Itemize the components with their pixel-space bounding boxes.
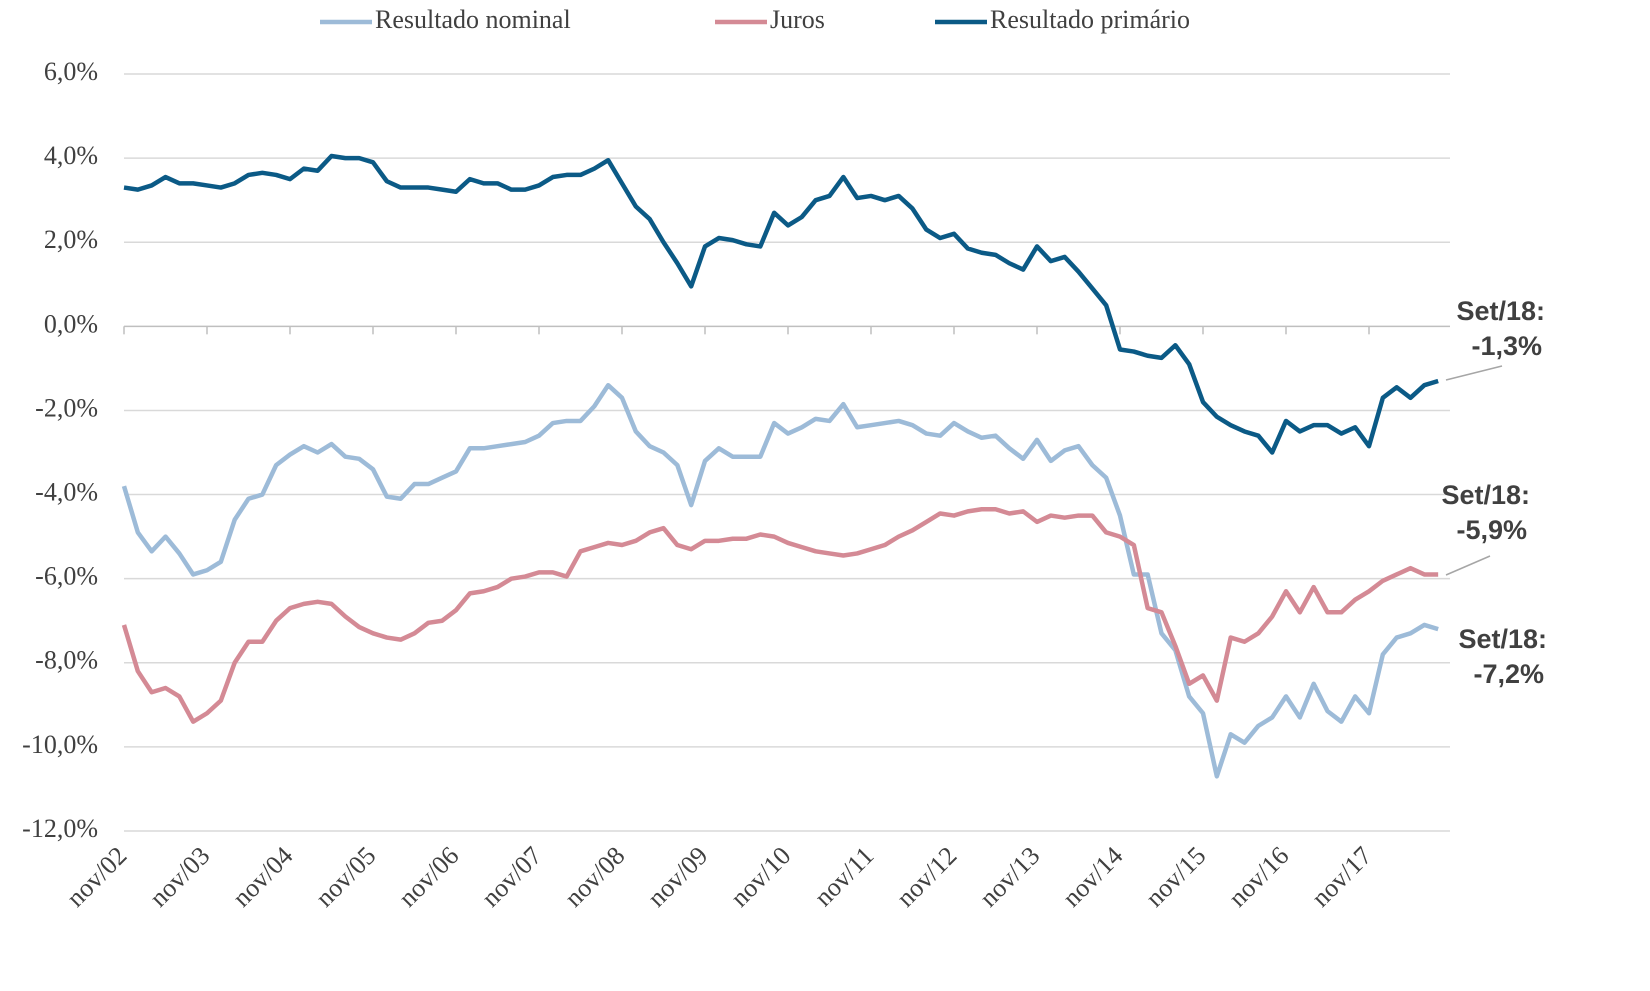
x-tick-label: nov/02 xyxy=(61,841,133,913)
annotation-value: -5,9% xyxy=(1456,515,1527,545)
annotation-value: -7,2% xyxy=(1473,659,1544,689)
annotation-label: Set/18: xyxy=(1458,624,1547,654)
annotation-label: Set/18: xyxy=(1456,296,1545,326)
x-tick-label: nov/15 xyxy=(1140,841,1212,913)
x-tick-label: nov/09 xyxy=(642,841,714,913)
legend-label: Resultado primário xyxy=(990,5,1190,34)
y-tick-label: 6,0% xyxy=(44,57,98,86)
x-tick-label: nov/03 xyxy=(144,841,216,913)
x-tick-label: nov/14 xyxy=(1057,841,1129,913)
x-tick-label: nov/05 xyxy=(310,841,382,913)
x-tick-label: nov/13 xyxy=(974,841,1046,913)
x-tick-label: nov/17 xyxy=(1306,841,1378,913)
x-tick-label: nov/06 xyxy=(393,841,465,913)
annotation-value: -1,3% xyxy=(1471,331,1542,361)
x-tick-label: nov/08 xyxy=(559,841,631,913)
x-tick-label: nov/07 xyxy=(476,841,548,913)
annotation-leader xyxy=(1445,555,1491,576)
y-tick-label: 2,0% xyxy=(44,225,98,254)
y-tick-label: -4,0% xyxy=(35,478,98,507)
y-tick-label: 0,0% xyxy=(44,309,98,338)
y-tick-label: -12,0% xyxy=(22,814,98,843)
series-line xyxy=(121,382,1439,779)
series-line xyxy=(121,507,1439,724)
y-tick-label: -10,0% xyxy=(22,730,98,759)
series-line xyxy=(123,153,1439,455)
x-tick-label: nov/04 xyxy=(227,841,299,913)
y-tick-label: -8,0% xyxy=(35,646,98,675)
x-tick-label: nov/12 xyxy=(891,841,963,913)
x-tick-label: nov/10 xyxy=(725,841,797,913)
y-tick-label: -6,0% xyxy=(35,562,98,591)
legend-label: Juros xyxy=(770,5,825,34)
legend-label: Resultado nominal xyxy=(375,5,571,34)
x-tick-label: nov/11 xyxy=(809,841,880,912)
annotation-leader xyxy=(1445,365,1503,381)
y-tick-label: 4,0% xyxy=(44,141,98,170)
x-tick-label: nov/16 xyxy=(1223,841,1295,913)
y-tick-label: -2,0% xyxy=(35,393,98,422)
annotation-label: Set/18: xyxy=(1441,480,1530,510)
